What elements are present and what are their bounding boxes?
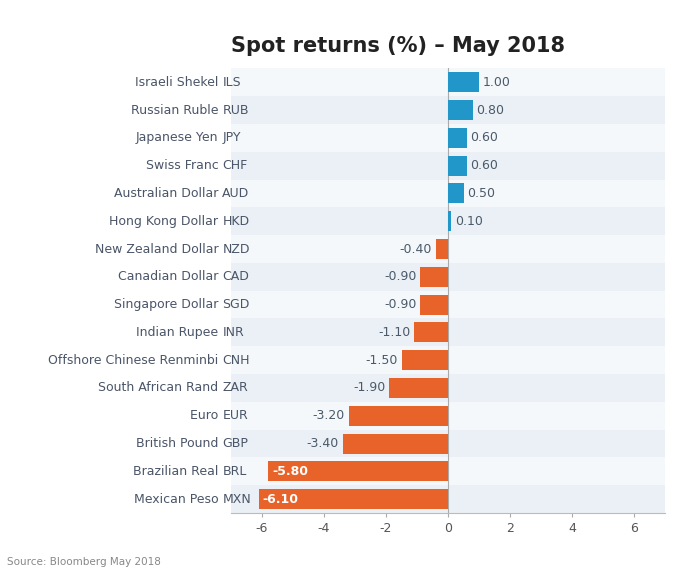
Bar: [231, 457, 665, 485]
Text: CAD: CAD: [223, 270, 249, 283]
Bar: [448, 72, 479, 92]
Text: -1.10: -1.10: [378, 326, 410, 339]
Text: NZD: NZD: [223, 242, 250, 255]
Text: Canadian Dollar: Canadian Dollar: [118, 270, 223, 283]
Text: Hong Kong Dollar: Hong Kong Dollar: [109, 215, 223, 228]
Text: Offshore Chinese Renminbi: Offshore Chinese Renminbi: [48, 353, 223, 367]
Text: -6.10: -6.10: [262, 492, 299, 506]
Bar: [231, 346, 665, 374]
Text: MXN: MXN: [223, 492, 251, 506]
Text: South African Rand: South African Rand: [98, 381, 223, 394]
Bar: [231, 319, 665, 346]
Bar: [268, 461, 448, 481]
Bar: [420, 295, 448, 315]
Text: BRL: BRL: [223, 465, 246, 478]
Bar: [448, 100, 472, 120]
Text: -5.80: -5.80: [272, 465, 308, 478]
Bar: [259, 489, 448, 509]
Text: Euro: Euro: [190, 409, 223, 422]
Text: GBP: GBP: [223, 437, 248, 450]
Bar: [231, 402, 665, 430]
Bar: [342, 434, 448, 454]
Bar: [231, 263, 665, 291]
Text: JPY: JPY: [223, 131, 241, 144]
Text: -1.90: -1.90: [353, 381, 386, 394]
Text: British Pound: British Pound: [136, 437, 223, 450]
Bar: [231, 235, 665, 263]
Bar: [231, 374, 665, 402]
Text: Israeli Shekel: Israeli Shekel: [135, 76, 223, 89]
Text: Singapore Dollar: Singapore Dollar: [114, 298, 223, 311]
Text: HKD: HKD: [223, 215, 249, 228]
Text: CHF: CHF: [223, 159, 248, 172]
Bar: [231, 152, 665, 180]
Text: -3.20: -3.20: [313, 409, 345, 422]
Text: SGD: SGD: [223, 298, 250, 311]
Text: Japanese Yen: Japanese Yen: [136, 131, 223, 144]
Text: Spot returns (%) – May 2018: Spot returns (%) – May 2018: [231, 36, 565, 56]
Bar: [231, 485, 665, 513]
Bar: [231, 430, 665, 457]
Text: New Zealand Dollar: New Zealand Dollar: [94, 242, 223, 255]
Text: 0.60: 0.60: [470, 159, 498, 172]
Text: -0.40: -0.40: [400, 242, 432, 255]
Bar: [448, 184, 463, 203]
Text: 0.60: 0.60: [470, 131, 498, 144]
Text: Brazilian Real: Brazilian Real: [133, 465, 223, 478]
Bar: [231, 207, 665, 235]
Text: 0.50: 0.50: [467, 187, 495, 200]
Bar: [448, 211, 451, 231]
Bar: [349, 406, 448, 426]
Bar: [231, 180, 665, 207]
Text: -3.40: -3.40: [307, 437, 339, 450]
Text: -0.90: -0.90: [384, 298, 416, 311]
Bar: [231, 291, 665, 319]
Text: 0.10: 0.10: [455, 215, 483, 228]
Text: Source: Bloomberg May 2018: Source: Bloomberg May 2018: [7, 557, 161, 567]
Bar: [231, 96, 665, 124]
Bar: [389, 378, 448, 398]
Text: Indian Rupee: Indian Rupee: [136, 326, 223, 339]
Bar: [231, 124, 665, 152]
Bar: [448, 156, 467, 176]
Bar: [448, 128, 467, 148]
Text: ZAR: ZAR: [223, 381, 248, 394]
Text: Australian Dollar: Australian Dollar: [114, 187, 223, 200]
Text: Swiss Franc: Swiss Franc: [146, 159, 223, 172]
Text: 0.80: 0.80: [477, 104, 505, 117]
Bar: [435, 239, 448, 259]
Bar: [231, 68, 665, 96]
Text: CNH: CNH: [223, 353, 250, 367]
Bar: [402, 350, 448, 370]
Text: -1.50: -1.50: [365, 353, 398, 367]
Bar: [414, 323, 448, 343]
Text: Mexican Peso: Mexican Peso: [134, 492, 223, 506]
Text: EUR: EUR: [223, 409, 248, 422]
Text: -0.90: -0.90: [384, 270, 416, 283]
Text: INR: INR: [223, 326, 244, 339]
Text: Russian Ruble: Russian Ruble: [131, 104, 223, 117]
Text: 1.00: 1.00: [483, 76, 510, 89]
Text: AUD: AUD: [223, 187, 250, 200]
Bar: [420, 267, 448, 287]
Text: RUB: RUB: [223, 104, 248, 117]
Text: ILS: ILS: [223, 76, 241, 89]
